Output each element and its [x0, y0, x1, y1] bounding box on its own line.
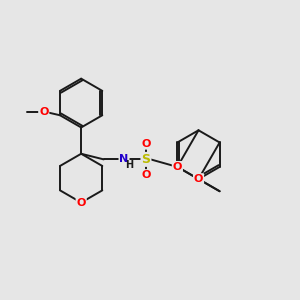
Text: O: O [194, 174, 203, 184]
Text: N: N [119, 154, 129, 164]
Text: O: O [173, 162, 182, 172]
Text: S: S [141, 153, 150, 166]
Text: O: O [141, 170, 151, 180]
Text: O: O [76, 198, 86, 208]
Text: H: H [125, 160, 134, 170]
Text: O: O [141, 139, 151, 149]
Text: O: O [39, 106, 49, 116]
